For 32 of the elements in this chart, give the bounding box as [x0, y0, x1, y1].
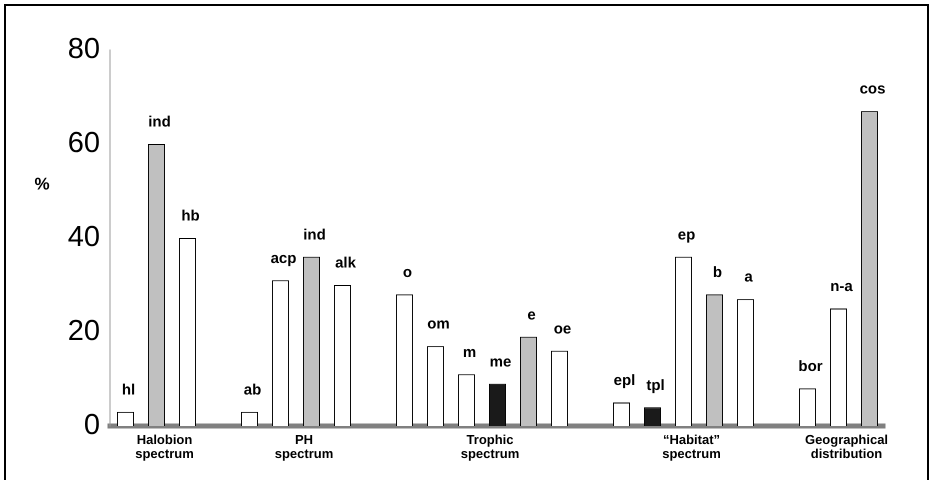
x-tick-label: ep: [678, 226, 696, 244]
x-tick-label: bor: [798, 358, 823, 376]
x-tick-label: ind: [303, 226, 326, 244]
x-tick-label: epl: [614, 372, 636, 390]
x-tick-label: hb: [181, 208, 200, 225]
x-tick-label: o: [402, 264, 412, 282]
x-tick-label: e: [527, 306, 536, 324]
y-tick-label: 60: [68, 127, 100, 159]
x-tick-label: n-a: [830, 278, 854, 296]
text: PH spectrum: [274, 432, 334, 462]
x-tick-label: me: [490, 353, 512, 370]
x-tick-label: cos: [860, 80, 886, 98]
x-tick-label: om: [427, 316, 450, 333]
text: “Habitat” spectrum: [662, 432, 721, 462]
text: Halobion spectrum: [135, 432, 194, 462]
x-tick-label: tpl: [646, 376, 665, 394]
text: Geographical distribution: [804, 432, 888, 462]
y-tick-label: 80: [68, 33, 100, 65]
text: Trophic spectrum: [460, 432, 520, 462]
y-tick-label: 20: [68, 315, 100, 347]
y-tick-label: 0: [84, 409, 100, 441]
x-tick-label: ab: [244, 382, 262, 399]
x-tick-label: b: [712, 264, 722, 282]
x-tick-label: a: [744, 268, 754, 286]
x-tick-label: ind: [148, 114, 171, 131]
x-tick-label: hl: [122, 382, 136, 399]
x-tick-label: m: [462, 344, 476, 361]
y-axis-title: %: [34, 174, 50, 194]
x-tick-label: oe: [554, 320, 572, 338]
x-tick-label: alk: [335, 254, 357, 272]
x-tick-label: acp: [270, 250, 296, 267]
y-tick-label: 40: [68, 221, 100, 253]
